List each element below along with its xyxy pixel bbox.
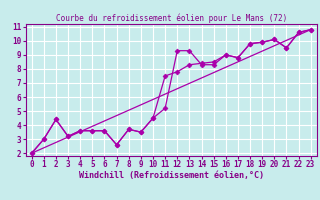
Title: Courbe du refroidissement éolien pour Le Mans (72): Courbe du refroidissement éolien pour Le… [56, 14, 287, 23]
X-axis label: Windchill (Refroidissement éolien,°C): Windchill (Refroidissement éolien,°C) [79, 171, 264, 180]
